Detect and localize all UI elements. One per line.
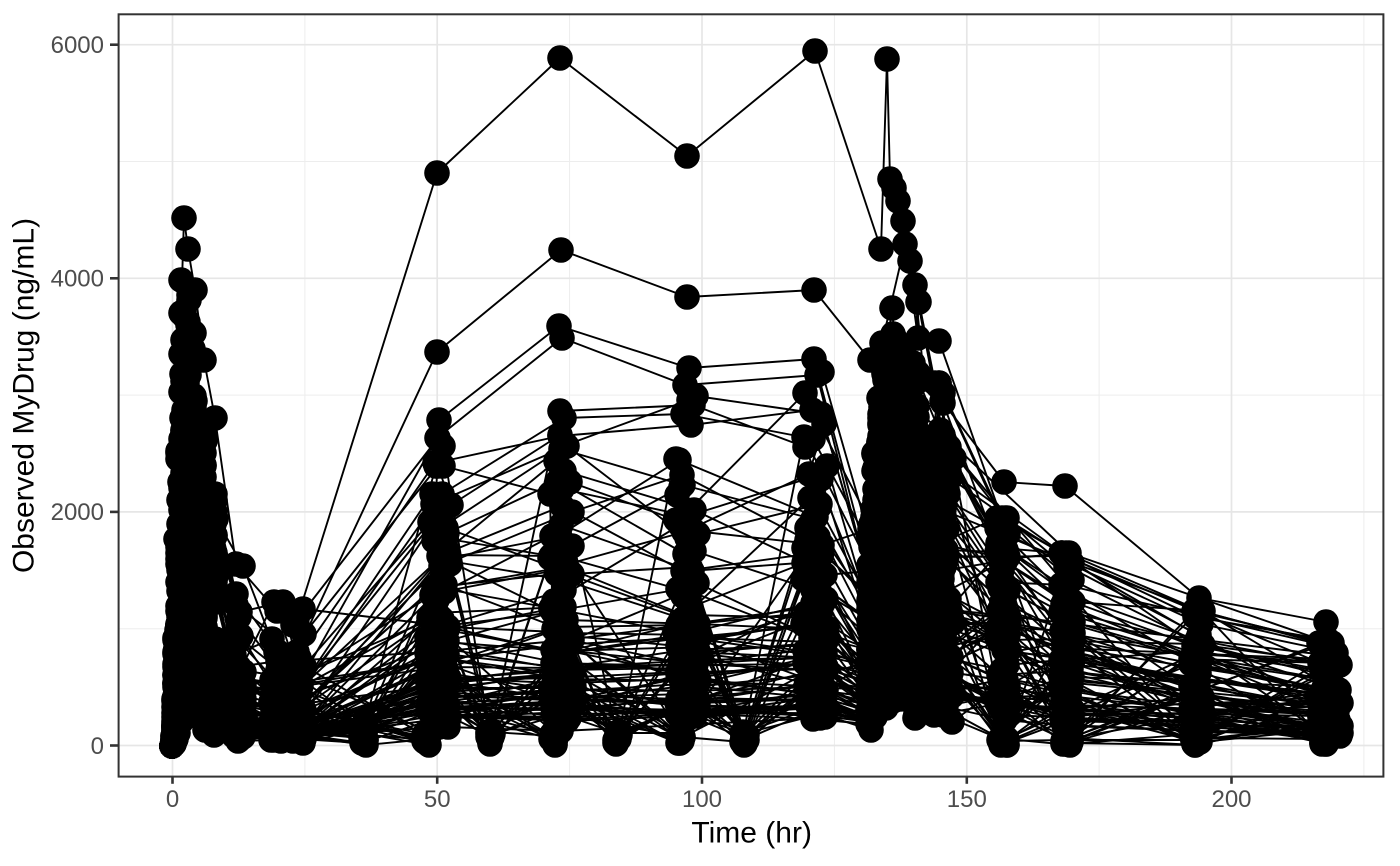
svg-text:6000: 6000	[51, 32, 104, 59]
svg-text:4000: 4000	[51, 266, 104, 293]
svg-text:0: 0	[91, 733, 104, 760]
svg-text:100: 100	[682, 786, 722, 813]
svg-text:0: 0	[166, 786, 179, 813]
svg-text:150: 150	[947, 786, 987, 813]
svg-text:2000: 2000	[51, 499, 104, 526]
svg-text:Time (hr): Time (hr)	[691, 816, 812, 849]
svg-text:200: 200	[1211, 786, 1251, 813]
svg-text:50: 50	[424, 786, 451, 813]
svg-text:Observed MyDrug (ng/mL): Observed MyDrug (ng/mL)	[8, 218, 41, 573]
